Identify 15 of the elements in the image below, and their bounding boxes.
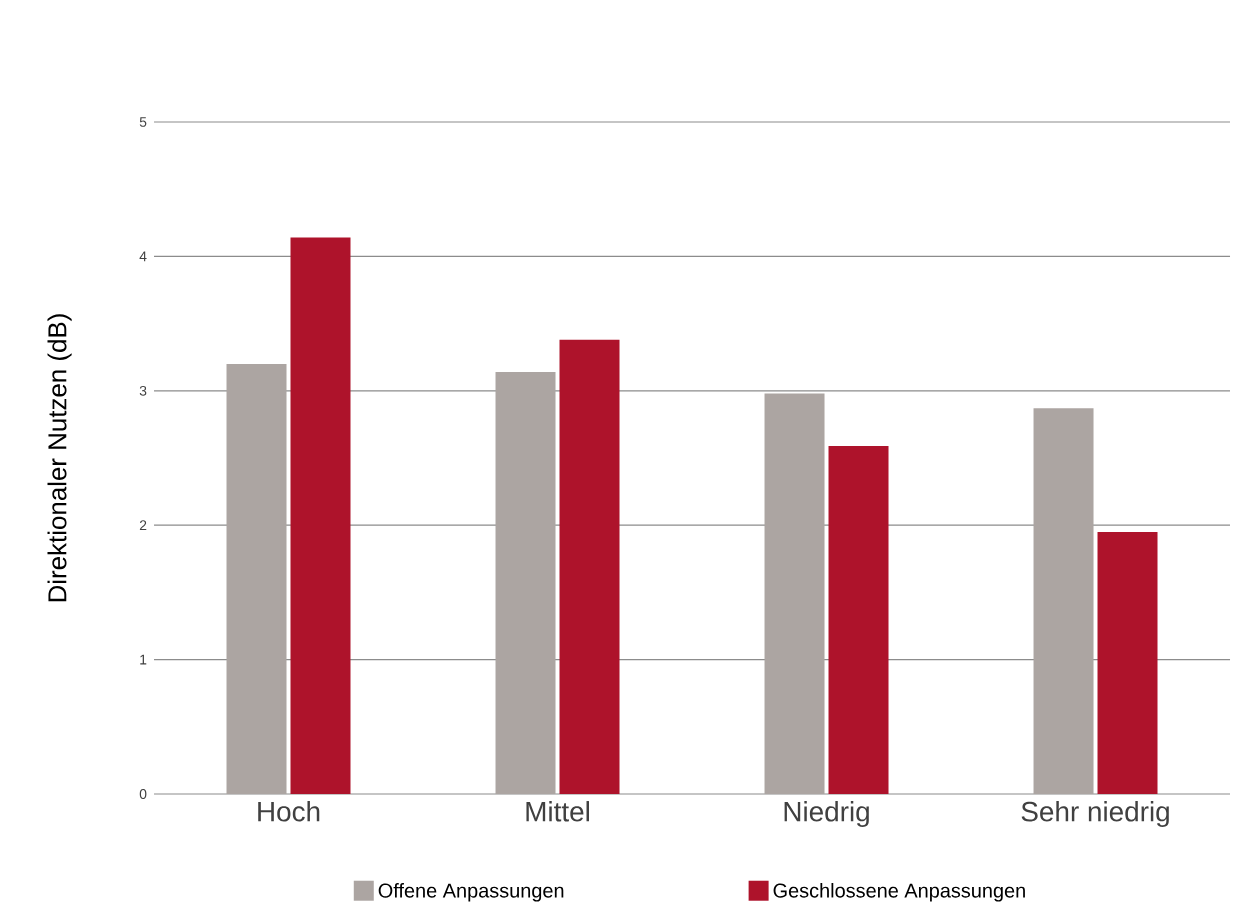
bar (559, 339, 620, 794)
y-axis-title: Direktionaler Nutzen (dB) (47, 314, 72, 602)
x-tick-label: Mittel (526, 800, 589, 822)
bar (1097, 531, 1158, 794)
legend-label: Offene Anpassungen (378, 882, 564, 902)
bar (226, 363, 287, 794)
legend-label: Geschlossene Anpassungen (773, 882, 1025, 902)
bar (828, 445, 889, 794)
x-tick-label: Niedrig (784, 800, 869, 827)
bar (495, 371, 556, 794)
x-tick-label: Sehr niedrig (1021, 800, 1169, 827)
bar (290, 237, 351, 794)
bar (1033, 408, 1094, 794)
x-tick-label: Hoch (258, 800, 320, 822)
bar (764, 393, 825, 794)
